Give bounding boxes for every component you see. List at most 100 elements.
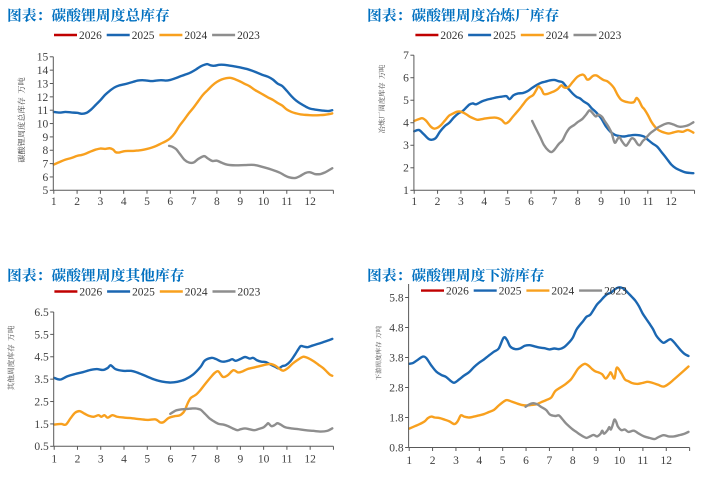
x-tick-label-other: 11 — [281, 454, 292, 466]
cjk-glyph — [7, 383, 15, 391]
y-tick-label-other: 6.5 — [34, 307, 49, 319]
series-group-total — [52, 62, 334, 180]
x-tick-label-other: 12 — [304, 454, 316, 466]
legend-label-2025-total: 2025 — [132, 30, 155, 42]
cjk-glyph — [170, 267, 184, 282]
x-tick-label-other: 8 — [214, 454, 220, 466]
y-tick-label-other: 1.5 — [34, 419, 49, 431]
cjk-glyph — [378, 72, 386, 79]
cjk-glyph — [441, 267, 456, 282]
cjk-glyph — [155, 267, 170, 282]
y-tick-label-other: 4.5 — [34, 352, 49, 364]
legend-label-2025-downstream: 2025 — [499, 286, 522, 298]
series-group-other — [53, 337, 334, 433]
cjk-glyph — [17, 146, 26, 155]
cjk-glyph — [411, 268, 426, 282]
y-tick-label-total: 8 — [43, 145, 49, 157]
y-tick-label-downstream: 1.8 — [389, 412, 404, 424]
legend-label-2025-smelter: 2025 — [493, 30, 516, 42]
cjk-glyph — [51, 268, 66, 282]
y-tick-label-smelter: 5 — [403, 95, 409, 107]
legend-total: 2026 2025 2024 2023 — [54, 30, 260, 42]
x-tick-label-smelter: 1 — [411, 196, 417, 208]
chart-ylabel-smelter — [378, 64, 386, 134]
cjk-glyph — [471, 267, 486, 282]
chart-title-smelter — [368, 7, 559, 23]
cjk-glyph — [375, 367, 382, 374]
cjk-glyph — [7, 333, 15, 341]
cjk-glyph — [375, 325, 382, 332]
cjk-glyph — [66, 267, 81, 282]
cjk-glyph — [140, 7, 155, 22]
chart-other: 0.51.52.53.54.55.56.51 2 3 4 5 6 7 8 9 10 11 122026… — [7, 267, 334, 466]
cjk-glyph — [378, 119, 385, 126]
y-tick-label-other: 0.5 — [34, 441, 49, 453]
cjk-glyph — [375, 332, 382, 339]
cjk-glyph — [530, 7, 545, 22]
cjk-glyph — [8, 268, 21, 282]
x-ticks-total: 1 2 3 4 5 6 7 8 9 10 11 12 — [51, 190, 334, 208]
x-tick-label-other: 4 — [121, 454, 127, 466]
y-tick-label-smelter: 4 — [403, 118, 409, 130]
y-tick-label-other: 5.5 — [34, 329, 49, 341]
legend-label-2024-total: 2024 — [184, 30, 207, 42]
cjk-glyph — [17, 130, 26, 138]
y-tick-label-smelter: 6 — [403, 73, 409, 85]
legend-label-2023-other: 2023 — [238, 287, 261, 299]
x-tick-label-downstream: 3 — [453, 455, 459, 467]
x-ticks-smelter: 1 2 3 4 5 6 7 8 9 10 11 12 — [411, 190, 696, 208]
cjk-glyph — [378, 82, 386, 90]
series-line-2025-total — [52, 62, 334, 115]
cjk-glyph — [382, 267, 397, 283]
x-tick-label-smelter: 11 — [642, 196, 653, 208]
cjk-glyph — [39, 11, 42, 21]
x-tick-label-smelter: 3 — [458, 196, 464, 208]
series-line-2025-other — [53, 337, 334, 384]
y-tick-label-downstream: 4.8 — [389, 322, 404, 334]
chart-ylabel-downstream — [375, 325, 382, 381]
x-tick-label-other: 3 — [98, 454, 104, 466]
legend-smelter: 2026 2025 2024 2023 — [415, 30, 622, 42]
x-tick-label-other: 10 — [258, 454, 270, 466]
cjk-glyph — [125, 268, 140, 282]
x-tick-label-other: 2 — [75, 454, 81, 466]
series-line-2023-total — [167, 144, 334, 180]
cjk-glyph — [378, 111, 385, 119]
cjk-glyph — [486, 7, 500, 22]
cjk-glyph — [441, 7, 456, 22]
cjk-glyph — [378, 97, 386, 104]
x-tick-label-total: 10 — [258, 196, 270, 208]
y-tick-label-downstream: 3.8 — [389, 352, 404, 364]
series-line-2023-other — [169, 407, 334, 433]
x-tick-label-other: 5 — [144, 454, 150, 466]
series-line-2025-smelter — [413, 78, 695, 175]
series-line-2025-downstream — [408, 286, 690, 384]
cjk-glyph — [7, 375, 15, 383]
legend-label-2026-downstream: 2026 — [446, 286, 469, 298]
cjk-glyph — [426, 267, 441, 282]
x-tick-label-total: 1 — [51, 196, 57, 208]
cjk-glyph — [382, 7, 397, 23]
y-tick-label-smelter: 3 — [403, 140, 409, 152]
cjk-glyph — [375, 354, 382, 361]
cjk-glyph — [375, 374, 382, 381]
legend-label-2024-other: 2024 — [185, 287, 208, 299]
x-tick-label-total: 3 — [98, 196, 104, 208]
chart-ylabel-glyphs-downstream — [375, 325, 382, 381]
x-tick-label-smelter: 9 — [598, 196, 604, 208]
legend-downstream: 2026 2025 2024 2023 — [421, 286, 627, 298]
cjk-glyph — [7, 344, 15, 352]
y-tick-label-total: 9 — [43, 132, 49, 144]
cjk-glyph — [17, 121, 26, 130]
x-tick-label-total: 12 — [304, 196, 316, 208]
cjk-glyph — [426, 7, 441, 22]
cjk-glyph — [500, 7, 515, 22]
cjk-glyph — [18, 85, 26, 94]
x-tick-label-downstream: 11 — [637, 455, 648, 467]
x-tick-label-downstream: 5 — [500, 455, 506, 467]
x-tick-label-total: 9 — [237, 196, 243, 208]
cjk-glyph — [17, 97, 26, 105]
